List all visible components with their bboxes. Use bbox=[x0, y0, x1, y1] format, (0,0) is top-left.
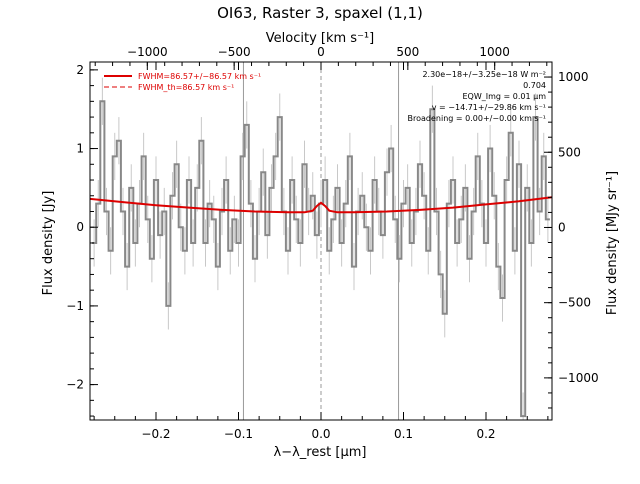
fit-line bbox=[90, 196, 552, 214]
right-tick-label: 1000 bbox=[558, 70, 589, 84]
x-tick-label: −0.2 bbox=[141, 427, 170, 441]
y-tick-label: −2 bbox=[66, 378, 84, 392]
annotation-4: Broadening = 0.00+/−0.00 km s⁻¹ bbox=[408, 114, 546, 123]
right-axis-label: Flux density [MJy sr⁻¹] bbox=[605, 171, 620, 315]
legend-label-1: FWHM_th=86.57 km s⁻¹ bbox=[138, 83, 234, 92]
top-tick-label: −500 bbox=[218, 45, 251, 59]
x-tick-label: −0.1 bbox=[224, 427, 253, 441]
annotations: 2.30e−18+/−3.25e−18 W m⁻² 0.704 EQW_Img = … bbox=[408, 70, 547, 123]
y-tick-label: −1 bbox=[66, 299, 84, 313]
annotation-2: EQW_Img = 0.01 μm bbox=[462, 92, 546, 101]
plot-clipped bbox=[90, 62, 552, 420]
top-tick-label: 500 bbox=[396, 45, 419, 59]
annotation-1: 0.704 bbox=[523, 81, 546, 90]
legend: FWHM=86.57+/−86.57 km s⁻¹ FWHM_th=86.57 k… bbox=[104, 72, 261, 92]
y-tick-label: 2 bbox=[76, 63, 84, 77]
chart-title: OI63, Raster 3, spaxel (1,1) bbox=[217, 4, 423, 22]
top-tick-label: 1000 bbox=[479, 45, 510, 59]
x-tick-label: 0.2 bbox=[476, 427, 495, 441]
top-tick-label: −1000 bbox=[127, 45, 168, 59]
top-tick-label: 0 bbox=[317, 45, 325, 59]
right-tick-label: 500 bbox=[558, 145, 581, 159]
right-tick-label: −500 bbox=[558, 296, 591, 310]
right-tick-label: −1000 bbox=[558, 371, 599, 385]
annotation-3: v = −14.71+/−29.86 km s⁻¹ bbox=[432, 103, 546, 112]
y-tick-label: 1 bbox=[76, 142, 84, 156]
top-axis-label: Velocity [km s⁻¹] bbox=[266, 31, 374, 46]
x-axis-label: λ−λ_rest [μm] bbox=[274, 445, 367, 460]
y-tick-label: 0 bbox=[76, 220, 84, 234]
y-axis-label: Flux density [Jy] bbox=[41, 191, 56, 296]
legend-label-0: FWHM=86.57+/−86.57 km s⁻¹ bbox=[138, 72, 261, 81]
right-tick-label: 0 bbox=[558, 220, 566, 234]
plot-area bbox=[90, 62, 552, 420]
annotation-0: 2.30e−18+/−3.25e−18 W m⁻² bbox=[422, 70, 546, 79]
axes: −0.2 −0.1 0.0 0.1 0.2 −1000 −500 0 500 1000 −2 −1 0 1… bbox=[66, 45, 598, 441]
x-tick-label: 0.1 bbox=[394, 427, 413, 441]
x-tick-label: 0.0 bbox=[311, 427, 330, 441]
